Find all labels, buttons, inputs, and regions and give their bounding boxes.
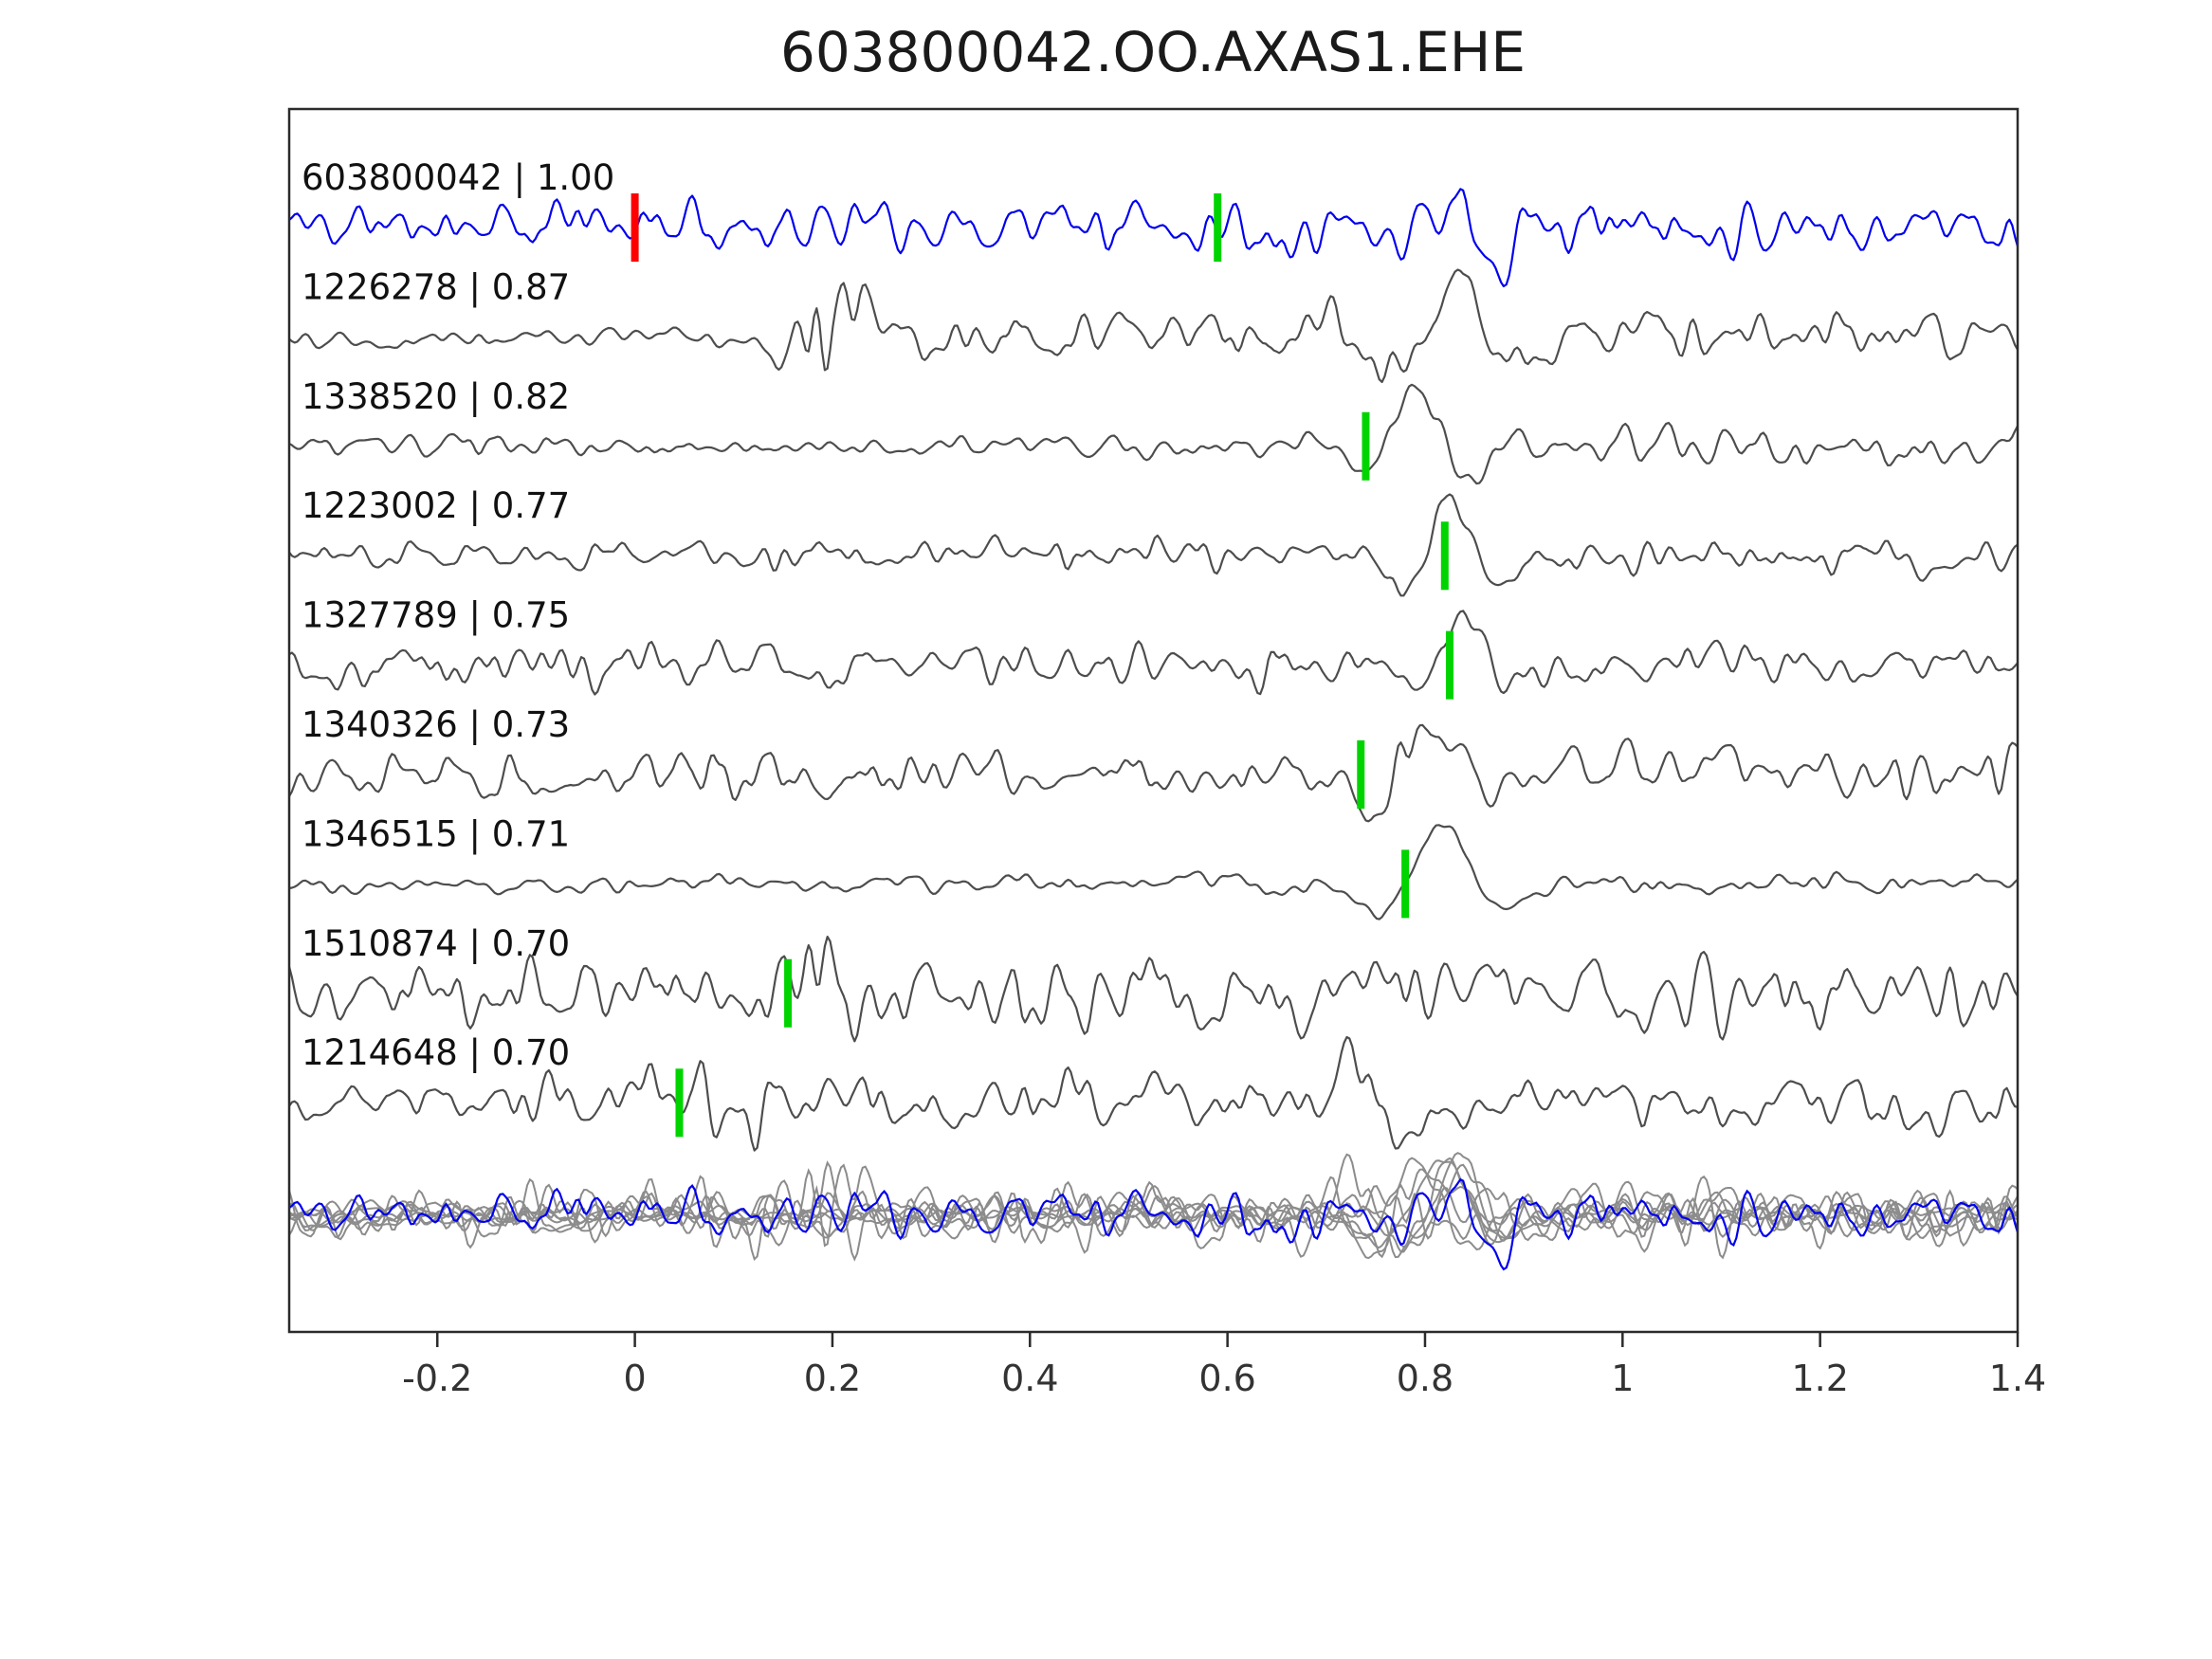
overlay-template-trace xyxy=(288,1177,2020,1271)
waveform-trace-1338520 xyxy=(288,383,2019,485)
overlay-trace xyxy=(288,1153,2019,1262)
x-tick-label: 1.2 xyxy=(1791,1358,1848,1399)
x-tick-label: 0.8 xyxy=(1397,1358,1453,1399)
x-tick-label: 0 xyxy=(624,1358,647,1399)
x-tick-label: 1.4 xyxy=(1989,1358,2046,1399)
x-tick-label: 1 xyxy=(1611,1358,1634,1399)
picks-layer xyxy=(631,193,1454,1138)
x-tick-label: 0.4 xyxy=(1001,1358,1058,1399)
trace-label-1327789: 1327789 | 0.75 xyxy=(302,595,570,636)
waveform-trace-1346515 xyxy=(288,824,2019,921)
waveform-trace-1340326 xyxy=(288,723,2019,823)
overlay-trace xyxy=(288,1157,2019,1253)
labels-layer: 603800042 | 1.00 1226278 | 0.87 1338520 | … xyxy=(302,157,614,1073)
trace-label-1226278: 1226278 | 0.87 xyxy=(302,266,570,307)
trace-label-1340326: 1340326 | 0.73 xyxy=(302,704,570,745)
overlay-trace xyxy=(288,1163,2019,1244)
waveform-trace-1327789 xyxy=(288,610,2019,696)
x-tick-label: 0.6 xyxy=(1198,1358,1255,1399)
trace-label-1510874: 1510874 | 0.70 xyxy=(302,923,570,964)
trace-label-1214648: 1214648 | 0.70 xyxy=(302,1032,570,1073)
overlay-trace xyxy=(288,1160,2019,1262)
x-tick-label: -0.2 xyxy=(402,1358,472,1399)
trace-label-603800042: 603800042 | 1.00 xyxy=(302,157,614,198)
trace-label-1223002: 1223002 | 0.77 xyxy=(302,485,570,526)
waveform-trace-603800042 xyxy=(288,188,2020,288)
traces-layer xyxy=(287,188,2020,1271)
waveform-trace-1510874 xyxy=(287,935,2019,1043)
plot-border xyxy=(287,107,2020,1334)
x-axis: -0.2 0 0.2 0.4 0.6 0.8 1 1.2 1.4 xyxy=(402,1332,2046,1399)
overlay-trace xyxy=(288,1152,2019,1259)
waveform-trace-1223002 xyxy=(288,493,2019,597)
waveform-trace-1214648 xyxy=(288,1035,2019,1152)
x-tick-label: 0.2 xyxy=(804,1358,861,1399)
waveform-trace-1226278 xyxy=(288,268,2019,384)
chart-title: 603800042.OO.AXAS1.EHE xyxy=(780,20,1526,84)
trace-label-1346515: 1346515 | 0.71 xyxy=(302,813,570,854)
trace-label-1338520: 1338520 | 0.82 xyxy=(302,376,570,417)
